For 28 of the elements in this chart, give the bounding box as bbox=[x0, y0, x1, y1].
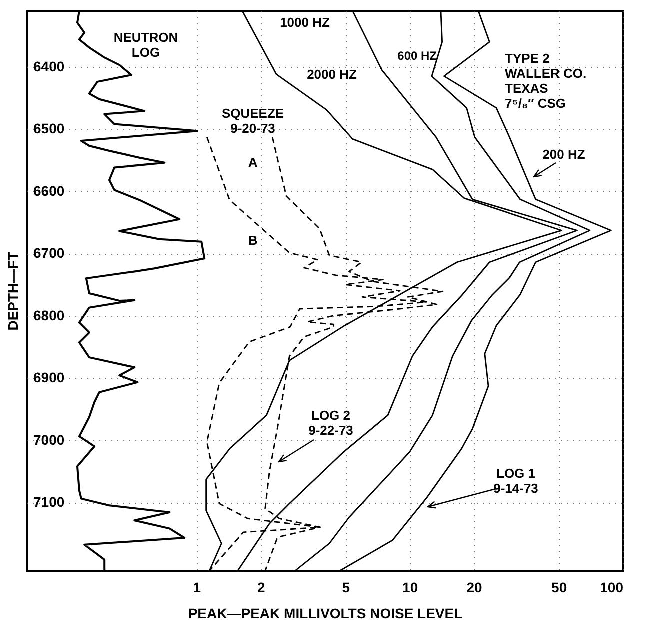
x-tick-label: 20 bbox=[466, 580, 482, 596]
x-tick-label: 1 bbox=[193, 580, 202, 596]
x-tick-label: 100 bbox=[600, 580, 624, 596]
annotation: TYPE 2 WALLER CO. TEXAS 7⁵/₈″ CSG bbox=[505, 51, 587, 111]
series-label: 600 HZ bbox=[398, 49, 437, 63]
annotation: LOG 2 9-22-73 bbox=[308, 408, 354, 438]
y-tick-label: 6800 bbox=[34, 307, 65, 324]
y-tick-label: 6500 bbox=[34, 120, 65, 137]
annotation: B bbox=[248, 233, 258, 248]
y-tick-label: 7000 bbox=[34, 432, 65, 448]
x-tick-label: 5 bbox=[342, 580, 350, 596]
y-tick-label: 7100 bbox=[34, 494, 65, 510]
annotation: A bbox=[248, 155, 258, 170]
y-axis-title: DEPTH—FT bbox=[5, 252, 21, 331]
series-label: NEUTRON LOG bbox=[114, 30, 178, 60]
y-tick-label: 6700 bbox=[34, 245, 65, 262]
x-tick-label: 10 bbox=[402, 580, 418, 596]
y-tick-label: 6900 bbox=[34, 370, 65, 386]
annotation: LOG 1 9-14-73 bbox=[494, 466, 538, 496]
x-tick-label: 2 bbox=[257, 580, 266, 596]
y-tick-label: 6600 bbox=[34, 182, 65, 199]
series-label: 200 HZ bbox=[542, 147, 586, 162]
series-label: 2000 HZ bbox=[307, 67, 357, 82]
x-tick-label: 50 bbox=[552, 580, 568, 596]
x-axis-title: PEAK—PEAK MILLIVOLTS NOISE LEVEL bbox=[188, 606, 464, 622]
annotation: SQUEEZE 9-20-73 bbox=[222, 106, 284, 136]
series-label: 1000 HZ bbox=[280, 15, 330, 30]
y-tick-label: 6400 bbox=[34, 58, 65, 74]
